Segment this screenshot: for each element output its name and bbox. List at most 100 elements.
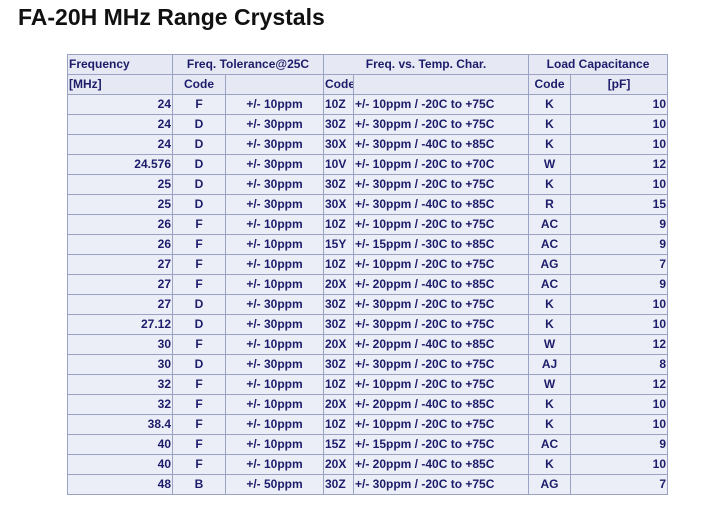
tolerance: +/- 30ppm [225, 174, 324, 195]
tolerance: +/- 10ppm [225, 394, 324, 415]
frequency: 30 [67, 334, 173, 355]
frequency: 24 [67, 134, 173, 155]
temp-char: +/- 30ppm / -20C to +75C [352, 114, 530, 135]
temp-char: +/- 15ppm / -30C to +85C [352, 234, 530, 255]
frequency: 26 [67, 234, 173, 255]
data-row: 30 F +/- 10ppm 20X +/- 20ppm / -40C to +85C W… [67, 334, 669, 355]
temp-char: +/- 10ppm / -20C to +70C [352, 154, 530, 175]
temp-code: 15Y [323, 234, 354, 255]
load-code: W [528, 334, 572, 355]
tolerance: +/- 10ppm [225, 334, 324, 355]
temp-char: +/- 20ppm / -40C to +85C [352, 334, 530, 355]
frequency: 38.4 [67, 414, 173, 435]
tolerance-code: F [172, 434, 226, 455]
subheader: Code [172, 74, 226, 95]
data-row: 26 F +/- 10ppm 15Y +/- 15ppm / -30C to +85C A… [67, 234, 669, 255]
data-row: 27 F +/- 10ppm 10Z +/- 10ppm / -20C to +75C A… [67, 254, 669, 275]
temp-code: 30Z [323, 294, 354, 315]
frequency: 25 [67, 174, 173, 195]
temp-char: +/- 30ppm / -40C to +85C [352, 134, 530, 155]
tolerance-code: F [172, 454, 226, 475]
data-row: 27 D +/- 30ppm 30Z +/- 30ppm / -20C to +75C K… [67, 294, 669, 315]
temp-code: 20X [323, 454, 354, 475]
tolerance: +/- 30ppm [225, 154, 324, 175]
load-pf: 10 [570, 314, 669, 335]
tolerance-code: F [172, 254, 226, 275]
tolerance: +/- 10ppm [225, 234, 324, 255]
temp-char: +/- 10ppm / -20C to +75C [352, 414, 530, 435]
load-pf: 10 [570, 394, 669, 415]
tolerance-code: F [172, 374, 226, 395]
subheader: Code [323, 74, 354, 95]
subheader: Code [528, 74, 572, 95]
load-code: AC [528, 214, 572, 235]
tolerance-code: F [172, 274, 226, 295]
group-header: Freq. Tolerance@25C [172, 54, 324, 75]
load-pf: 10 [570, 414, 669, 435]
tolerance: +/- 10ppm [225, 254, 324, 275]
tolerance-code: D [172, 314, 226, 335]
frequency: 25 [67, 194, 173, 215]
tolerance: +/- 30ppm [225, 114, 324, 135]
tolerance: +/- 10ppm [225, 454, 324, 475]
load-code: K [528, 414, 572, 435]
data-row: 30 D +/- 30ppm 30Z +/- 30ppm / -20C to +75C A… [67, 354, 669, 375]
subheader: [MHz] [67, 74, 173, 95]
temp-code: 30Z [323, 314, 354, 335]
tolerance-code: D [172, 354, 226, 375]
tolerance-code: F [172, 414, 226, 435]
tolerance: +/- 10ppm [225, 374, 324, 395]
temp-char: +/- 30ppm / -20C to +75C [352, 354, 530, 375]
header-row: Frequency Freq. Tolerance@25C Freq. vs. … [67, 54, 669, 75]
tolerance: +/- 50ppm [225, 474, 324, 495]
tolerance: +/- 10ppm [225, 274, 324, 295]
temp-code: 30Z [323, 114, 354, 135]
tolerance: +/- 30ppm [225, 354, 324, 375]
data-row: 48 B +/- 50ppm 30Z +/- 30ppm / -20C to +75C A… [67, 474, 669, 495]
tolerance-code: D [172, 174, 226, 195]
load-pf: 12 [570, 374, 669, 395]
temp-code: 30Z [323, 354, 354, 375]
frequency: 27 [67, 274, 173, 295]
tolerance: +/- 30ppm [225, 314, 324, 335]
temp-code: 20X [323, 334, 354, 355]
load-code: K [528, 94, 572, 115]
frequency: 27 [67, 254, 173, 275]
empty-cell [225, 74, 324, 95]
frequency: 32 [67, 374, 173, 395]
temp-code: 30Z [323, 474, 354, 495]
temp-char: +/- 15ppm / -20C to +75C [352, 434, 530, 455]
temp-code: 30X [323, 194, 354, 215]
temp-char: +/- 30ppm / -20C to +75C [352, 294, 530, 315]
temp-char: +/- 20ppm / -40C to +85C [352, 274, 530, 295]
load-pf: 12 [570, 334, 669, 355]
frequency: 24 [67, 114, 173, 135]
temp-char: +/- 30ppm / -20C to +75C [352, 314, 530, 335]
temp-code: 10Z [323, 94, 354, 115]
frequency: 24 [67, 94, 173, 115]
tolerance: +/- 30ppm [225, 134, 324, 155]
load-code: K [528, 454, 572, 475]
tolerance-code: D [172, 114, 226, 135]
data-row: 40 F +/- 10ppm 15Z +/- 15ppm / -20C to +75C A… [67, 434, 669, 455]
temp-code: 20X [323, 274, 354, 295]
temp-char: +/- 20ppm / -40C to +85C [352, 394, 530, 415]
tolerance: +/- 10ppm [225, 434, 324, 455]
tolerance-code: B [172, 474, 226, 495]
temp-code: 10Z [323, 414, 354, 435]
data-row: 27.12 D +/- 30ppm 30Z +/- 30ppm / -20C to +7… [67, 314, 669, 335]
temp-code: 10V [323, 154, 354, 175]
crystal-table: Frequency Freq. Tolerance@25C Freq. vs. … [67, 54, 669, 495]
load-pf: 12 [570, 154, 669, 175]
subheader: [pF] [570, 74, 669, 95]
load-pf: 9 [570, 234, 669, 255]
frequency: 40 [67, 434, 173, 455]
frequency: 27.12 [67, 314, 173, 335]
group-header: Freq. vs. Temp. Char. [322, 54, 530, 75]
temp-code: 10Z [323, 374, 354, 395]
load-pf: 10 [570, 294, 669, 315]
tolerance-code: D [172, 294, 226, 315]
temp-code: 10Z [323, 214, 354, 235]
frequency: 40 [67, 454, 173, 475]
temp-char: +/- 10ppm / -20C to +75C [352, 374, 530, 395]
